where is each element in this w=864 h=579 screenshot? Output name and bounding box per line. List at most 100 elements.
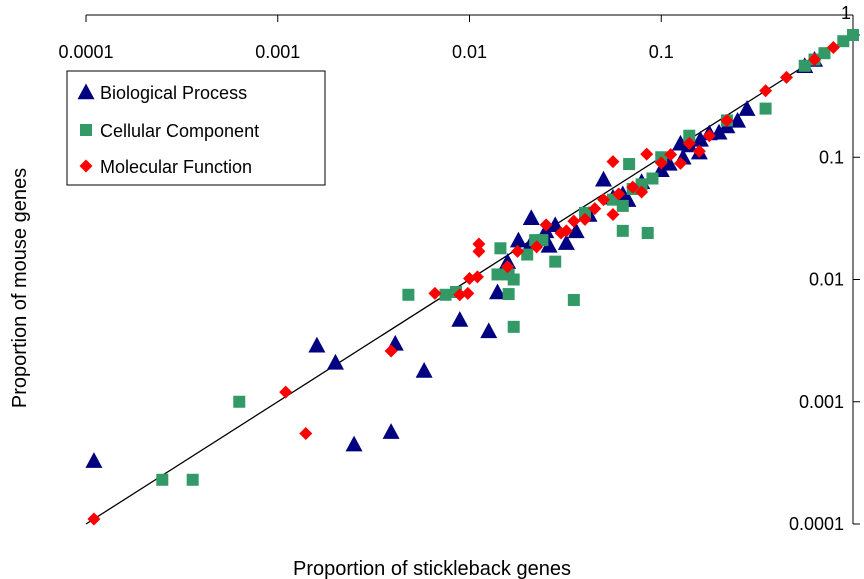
data-point-triangle: [308, 336, 326, 353]
legend-label: Molecular Function: [100, 157, 252, 177]
data-point-triangle: [567, 222, 585, 239]
y-axis-title: Proportion of mouse genes: [9, 168, 31, 408]
data-point-square: [156, 473, 169, 486]
legend-marker-diamond: [79, 159, 93, 173]
data-point-triangle: [540, 236, 558, 253]
data-point-square: [616, 224, 629, 237]
data-point-square: [759, 102, 772, 115]
data-point-diamond: [808, 53, 822, 67]
series-layer: [85, 29, 859, 526]
data-point-diamond: [606, 155, 620, 169]
legend-items: Biological Process Cellular Component Mole…: [77, 83, 259, 177]
data-point-square: [439, 288, 452, 301]
legend-box: [66, 70, 326, 186]
data-point-square: [798, 59, 811, 72]
x-tick-label: 0.001: [255, 42, 300, 62]
data-point-triangle: [522, 209, 540, 225]
data-point-diamond: [461, 286, 475, 300]
data-point-square: [186, 473, 199, 486]
data-point-diamond: [559, 224, 573, 238]
data-point-diamond: [664, 148, 678, 162]
data-point-diamond: [682, 136, 696, 150]
data-point-square: [616, 199, 629, 212]
y-tick-label: 0.0001: [789, 514, 844, 534]
data-point-diamond: [567, 214, 581, 228]
data-point-square: [521, 248, 534, 261]
data-point-triangle: [415, 362, 433, 378]
data-point-square: [641, 227, 654, 240]
data-point-diamond: [539, 218, 553, 232]
data-point-diamond: [472, 237, 486, 251]
data-point-square: [623, 158, 636, 171]
data-point-square: [567, 293, 580, 306]
data-point-triangle: [345, 435, 363, 452]
x-tick-label: 0.1: [649, 42, 674, 62]
data-point-triangle: [660, 154, 678, 171]
data-point-square: [683, 129, 696, 142]
data-point-diamond: [299, 426, 313, 440]
data-point-diamond: [720, 113, 734, 127]
data-point-diamond: [640, 147, 654, 161]
data-point-diamond: [692, 144, 706, 158]
data-point-diamond: [780, 70, 794, 84]
data-point-square: [491, 268, 504, 281]
data-point-triangle: [738, 100, 756, 116]
data-point-triangle: [382, 423, 400, 439]
data-point-diamond: [501, 260, 515, 274]
legend-label: Cellular Component: [100, 121, 259, 141]
data-point-diamond: [612, 187, 626, 201]
data-point-diamond: [654, 156, 668, 170]
data-point-square: [402, 288, 415, 301]
data-point-square: [549, 255, 562, 268]
y-tick-label: 0.1: [819, 147, 844, 167]
data-point-diamond: [472, 244, 486, 258]
data-point-square: [507, 320, 520, 333]
x-axis-title: Proportion of stickleback genes: [293, 558, 571, 579]
data-point-triangle: [557, 234, 575, 250]
data-point-diamond: [702, 129, 716, 143]
data-point-diamond: [626, 180, 640, 194]
data-point-square: [507, 273, 520, 286]
data-point-triangle: [509, 231, 527, 248]
data-point-square: [494, 242, 507, 255]
data-point-diamond: [597, 193, 611, 207]
legend-marker-triangle: [77, 83, 95, 100]
data-point-triangle: [451, 311, 469, 327]
data-point-triangle: [729, 111, 747, 128]
series-diamond: [87, 41, 840, 526]
data-point-diamond: [384, 344, 398, 358]
data-point-diamond: [588, 202, 602, 216]
data-point-square: [818, 47, 831, 60]
data-point-square: [233, 395, 246, 408]
data-point-diamond: [453, 288, 467, 302]
x-tick-label: 0.01: [452, 42, 487, 62]
data-point-square: [646, 172, 659, 185]
data-point-diamond: [826, 41, 840, 55]
data-point-triangle: [489, 283, 507, 300]
data-point-triangle: [480, 322, 498, 339]
y-ticks: 0.0001 0.001 0.01 0.1: [789, 34, 860, 534]
x-ticks: 0.0001 0.001 0.01 0.1 1: [58, 3, 854, 62]
data-point-diamond: [578, 212, 592, 226]
series-square: [156, 29, 859, 486]
x-tick-label: 0.0001: [58, 42, 113, 62]
x-tick-label: 1: [841, 3, 851, 23]
legend-marker-square: [80, 124, 92, 136]
data-point-diamond: [635, 185, 649, 199]
data-point-triangle: [85, 452, 103, 468]
data-point-diamond: [759, 84, 773, 98]
legend-label: Biological Process: [100, 83, 247, 103]
data-point-diamond: [428, 286, 442, 300]
data-point-diamond: [279, 385, 293, 399]
data-point-diamond: [511, 244, 525, 258]
data-point-diamond: [470, 270, 484, 284]
data-point-diamond: [606, 208, 620, 222]
data-point-diamond: [530, 240, 544, 254]
data-point-triangle: [595, 170, 613, 187]
data-point-diamond: [87, 512, 101, 526]
y-tick-label: 0.001: [799, 392, 844, 412]
data-point-triangle: [691, 130, 709, 147]
data-point-triangle: [326, 353, 344, 370]
legend: Biological Process Cellular Component Mole…: [66, 70, 326, 186]
